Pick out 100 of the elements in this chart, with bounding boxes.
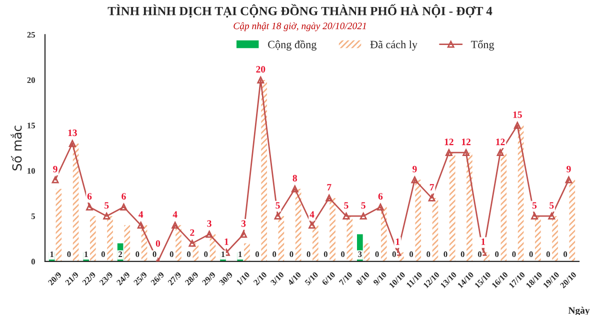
data-label: 6 (122, 193, 126, 200)
data-label: 1 (84, 251, 88, 257)
data-label: 5 (532, 202, 537, 209)
point (496, 149, 504, 156)
point (206, 230, 213, 238)
point (188, 240, 196, 247)
x-tick-label: 21/9 (64, 272, 79, 286)
x-tick-label: 29/9 (202, 272, 216, 286)
data-label: 9 (412, 166, 417, 172)
data-label: 5 (361, 202, 366, 209)
bar (449, 152, 456, 262)
data-label: 5 (276, 202, 280, 209)
bar (90, 216, 96, 262)
point (240, 230, 248, 238)
bar (244, 243, 250, 262)
data-label: 0 (478, 251, 482, 258)
data-label: 5 (344, 202, 348, 209)
data-label: 0 (67, 251, 71, 258)
bar (124, 225, 130, 262)
data-label: 0 (546, 251, 550, 258)
data-label: 0 (170, 251, 174, 258)
x-tick-label: 22/9 (82, 272, 96, 286)
data-label: 7 (327, 184, 332, 190)
bar (176, 225, 182, 262)
data-label: 13 (68, 130, 77, 136)
data-label: 12 (462, 138, 470, 146)
data-label: 12 (496, 138, 505, 146)
x-tick-label: 4/10 (287, 272, 302, 286)
data-label: 0 (255, 251, 259, 258)
y-axis-title: Số mắc (10, 126, 22, 170)
point (308, 222, 316, 229)
y-tick-label: 15 (28, 122, 35, 128)
x-tick-label: 30/9 (218, 272, 233, 286)
point (120, 204, 128, 210)
data-label: 0 (306, 251, 310, 258)
data-label: 9 (53, 166, 58, 172)
data-label: 4 (310, 211, 314, 218)
data-label: 0 (136, 251, 140, 258)
point (548, 212, 556, 220)
legend-label: Cộng đồng (268, 40, 316, 51)
data-label: 3 (241, 220, 246, 227)
point (172, 222, 179, 229)
bar (432, 198, 438, 262)
data-label: 0 (156, 240, 160, 247)
point (52, 176, 59, 184)
bar (535, 216, 541, 262)
legend-label: Đã cách ly (370, 40, 418, 51)
data-label: 5 (550, 202, 554, 209)
point (360, 212, 367, 220)
data-label: 3 (207, 220, 212, 227)
point (565, 176, 572, 184)
point (103, 212, 110, 220)
chart-subtitle: Cập nhật 18 giờ, ngày 20/10/2021 (234, 22, 366, 32)
x-tick-label: 5/10 (304, 272, 318, 286)
bar (107, 216, 113, 262)
data-label: 1 (222, 251, 225, 257)
point (326, 194, 333, 202)
data-label: 5 (104, 202, 109, 209)
data-label: 0 (290, 251, 294, 258)
data-label: 1 (396, 238, 400, 245)
data-label: 0 (187, 251, 191, 258)
data-label: 0 (272, 251, 276, 258)
data-label: 0 (204, 251, 208, 258)
point (428, 194, 436, 202)
data-label: 0 (341, 251, 345, 258)
x-tick-label: 28/9 (184, 272, 199, 286)
x-tick-label: 1/10 (236, 272, 250, 286)
data-label: 0 (444, 251, 448, 258)
bar (552, 216, 558, 262)
bar (330, 198, 336, 262)
legend-label: Tổng (471, 40, 494, 51)
x-tick-label: 3/10 (270, 272, 284, 286)
data-label: 2 (190, 229, 194, 236)
y-tick-label: 20 (27, 77, 35, 83)
point (68, 140, 76, 147)
data-label: 1 (224, 238, 228, 245)
data-label: 1 (50, 251, 54, 257)
x-tick-label: 2/10 (253, 272, 268, 286)
data-label: 0 (495, 251, 499, 258)
x-tick-label: 20/9 (48, 272, 62, 286)
x-tick-label: 7/10 (338, 272, 353, 286)
data-label: 20 (256, 66, 266, 73)
point (257, 76, 264, 84)
bar (56, 188, 62, 262)
data-label: 0 (529, 251, 533, 258)
point (86, 204, 93, 210)
data-label: 4 (172, 211, 178, 218)
point (531, 212, 538, 220)
point (137, 222, 144, 229)
point (462, 149, 470, 156)
data-label: 12 (444, 138, 454, 146)
data-label: 0 (324, 251, 328, 258)
data-label: 0 (101, 251, 105, 258)
x-tick-label: 6/10 (322, 272, 336, 286)
bar (466, 152, 472, 262)
bar (415, 180, 422, 262)
data-label: 0 (426, 251, 430, 258)
bar (500, 152, 507, 262)
data-label: 15 (513, 111, 522, 118)
x-tick-label: 25/9 (133, 272, 148, 286)
